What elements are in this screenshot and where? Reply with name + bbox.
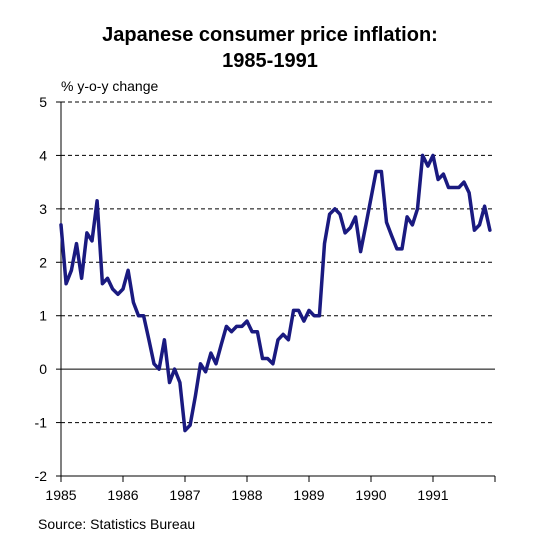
y-tick-label: 0 <box>39 361 47 377</box>
cpi-inflation-line <box>59 153 492 433</box>
x-tick-label: 1986 <box>107 487 138 503</box>
x-tick-label: 1988 <box>231 487 262 503</box>
y-tick-label: 3 <box>39 201 47 217</box>
source-note: Source: Statistics Bureau <box>38 516 196 532</box>
y-tick-labels: -2 -1 0 1 2 3 4 5 <box>35 94 48 484</box>
x-tick-label: 1985 <box>45 487 76 503</box>
x-tick-label: 1987 <box>169 487 200 503</box>
x-tick-label: 1991 <box>417 487 448 503</box>
y-tick-label: -1 <box>35 415 48 431</box>
data-series <box>59 153 492 433</box>
gridlines <box>61 101 495 424</box>
y-tick-label: 1 <box>39 308 47 324</box>
y-tick-label: -2 <box>35 468 48 484</box>
y-tick-label: 5 <box>39 94 47 110</box>
chart-title-line-2: 1985-1991 <box>222 50 318 72</box>
y-axis-label: % y-o-y change <box>61 78 159 94</box>
y-tick-label: 2 <box>39 254 47 270</box>
chart-title-line-1: Japanese consumer price inflation: <box>102 24 438 46</box>
x-tick-label: 1990 <box>355 487 386 503</box>
y-tick-label: 4 <box>39 147 47 163</box>
x-tick-labels: 1985 1986 1987 1988 1989 1990 1991 <box>45 487 448 503</box>
x-tick-label: 1989 <box>293 487 324 503</box>
axes <box>56 101 496 482</box>
